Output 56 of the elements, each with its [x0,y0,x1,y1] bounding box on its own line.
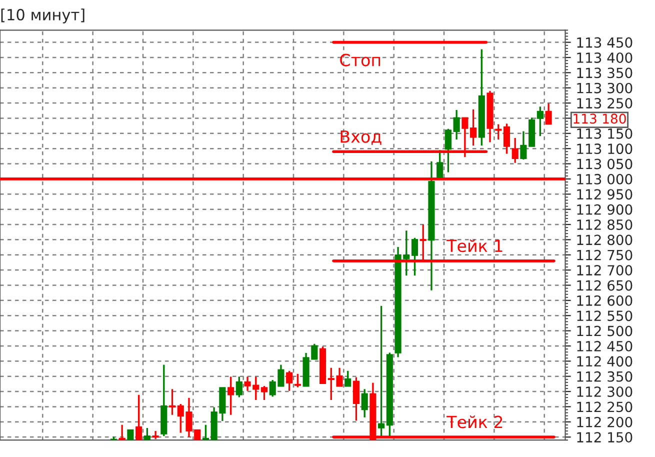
y-tick-label: 113 450 [577,37,632,48]
y-tick-label: 112 700 [577,265,632,276]
y-tick-label: 112 350 [577,371,632,382]
candlestick [136,394,142,440]
candlestick [144,427,150,440]
ref-line-label: Тейк 2 [446,415,502,428]
y-tick-label: 113 350 [577,68,632,78]
y-tick-label: 112 200 [577,416,632,428]
candlestick [286,370,293,392]
y-tick-label: 113 050 [577,158,632,170]
candlestick [168,388,176,416]
candlestick [228,376,234,416]
candlestick [361,388,368,418]
text: 113 180 [574,114,626,124]
y-tick-label: 112 500 [577,326,632,336]
y-tick-label: 112 850 [577,219,632,230]
candlestick [545,102,552,125]
candlestick [352,376,360,422]
y-tick-label: 112 950 [577,189,632,200]
candlestick [236,376,242,398]
y-tick-label: 112 400 [577,356,632,367]
candlestick [344,370,352,387]
y-tick-label: 112 900 [577,204,632,215]
candlestick [260,385,268,401]
y-tick-label: 113 400 [577,52,632,63]
chart-title: [10 минут] [1,8,84,24]
y-tick-label: 112 600 [577,295,632,306]
y-tick-label: 112 300 [577,386,632,397]
y-tick-label: 112 550 [577,310,632,322]
candlestick [378,305,385,438]
ref-line-label: Вход [340,130,382,145]
candlestick [495,123,502,140]
ref-line-label: Стоп [340,54,380,66]
candlestick [202,424,209,440]
ref-line-label: Тейк 1 [446,239,502,252]
y-tick-label: 112 450 [577,340,632,352]
y-tick-label: 113 100 [577,144,632,154]
y-tick-label: 112 800 [577,234,632,246]
candlestick [503,122,510,155]
candlestick [536,106,544,137]
candlestick [118,424,126,440]
y-tick-label: 113 150 [577,128,632,139]
y-tick-label: 112 650 [577,280,632,291]
candlestick [294,373,301,388]
y-tick-label: 113 250 [577,98,632,109]
candlestick [512,137,518,164]
y-tick-label: 112 750 [577,250,632,260]
y-tick-label: 113 000 [577,174,632,184]
candlestick [444,128,452,174]
candlestick [520,130,527,160]
candlestick [470,108,477,146]
candlestick [411,237,418,276]
y-tick-label: 112 250 [577,402,632,412]
y-tick-label: 112 150 [577,432,632,443]
y-tick-label: 113 300 [577,82,632,94]
candlestick [453,109,460,140]
